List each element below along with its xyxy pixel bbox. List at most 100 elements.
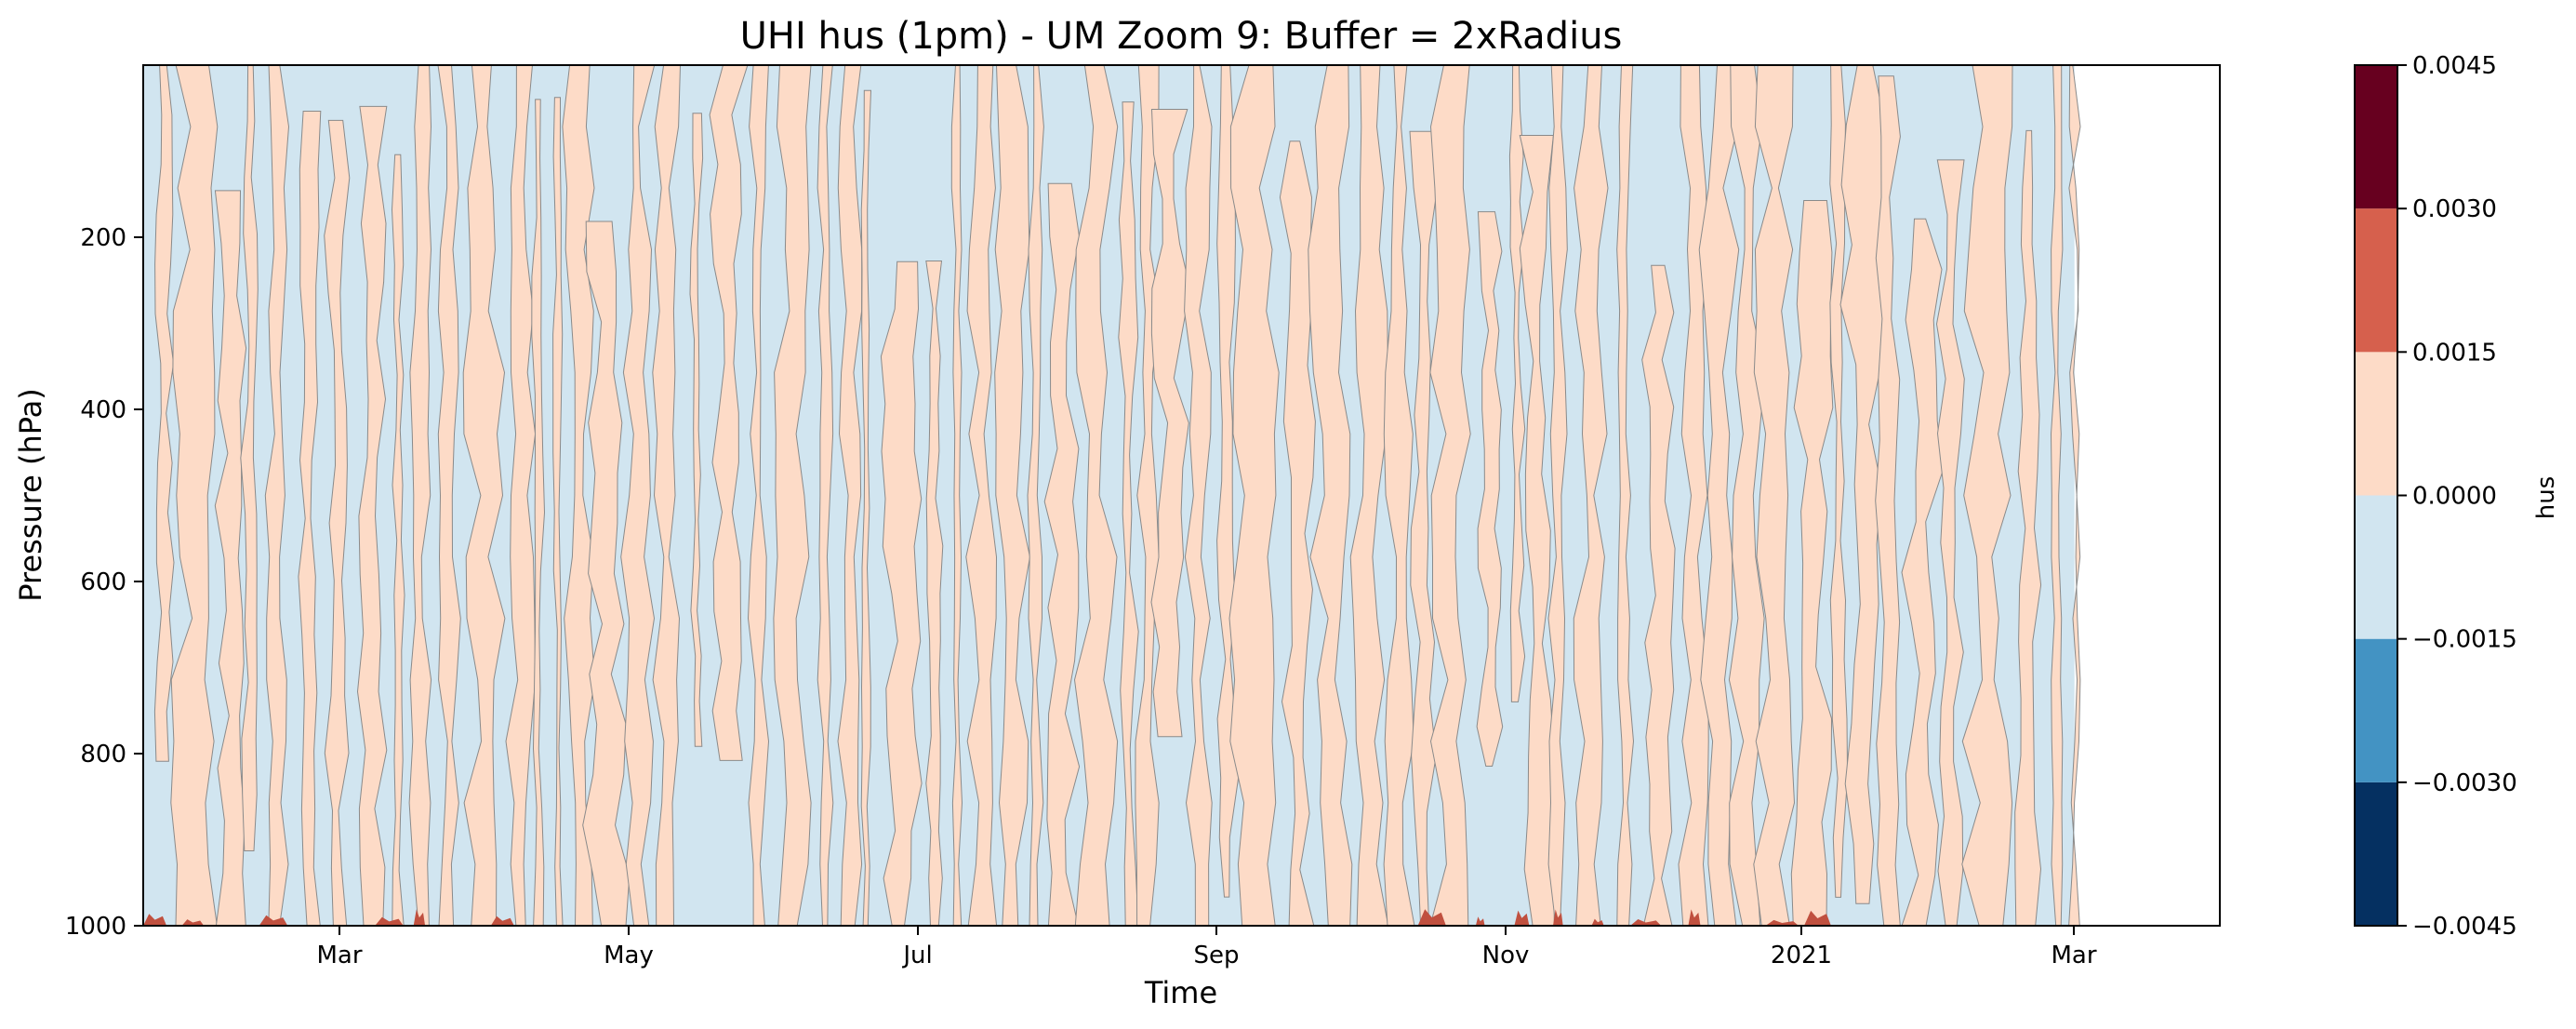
- y-tick-label: 400: [80, 396, 126, 424]
- contour-band-positive: [1118, 101, 1139, 926]
- contour-patch-high: [1688, 909, 1701, 926]
- contour-band-positive: [950, 65, 963, 926]
- contour-band-positive: [437, 65, 461, 926]
- contour-band-positive: [860, 89, 872, 926]
- contour-band-positive: [994, 65, 1031, 926]
- colorbar-segment: [2355, 495, 2397, 639]
- contour-band-positive: [1616, 65, 1635, 926]
- contour-patch-high: [490, 915, 514, 926]
- colorbar: −0.0045 −0.0030 −0.0015 0.0000 0.0015 0.0030 0…: [2354, 52, 2517, 941]
- colorbar-tick-label: 0.0015: [2412, 339, 2497, 367]
- colorbar-tick-label: 0.0000: [2412, 483, 2497, 511]
- contour-band-positive: [240, 65, 259, 851]
- contour-band-positive: [965, 65, 998, 926]
- contour-band-positive: [1349, 65, 1389, 926]
- x-axis: Mar May Jul Sep Nov 2021 Mar: [316, 926, 2097, 969]
- contour-band-positive: [1216, 65, 1240, 898]
- x-tick-label: Nov: [1482, 942, 1530, 969]
- contour-band-positive: [298, 111, 322, 926]
- y-tick-label: 800: [80, 741, 126, 768]
- contour-band-positive: [1383, 65, 1415, 926]
- contour-band-positive: [552, 97, 564, 926]
- contour-band-positive: [1678, 65, 1709, 926]
- contour-band-positive: [1429, 65, 1471, 926]
- y-axis-label: Pressure (hPa): [13, 388, 48, 602]
- contour-patch-high: [1514, 910, 1530, 926]
- colorbar-tick-label: 0.0030: [2412, 195, 2497, 223]
- contour-band-positive: [1279, 140, 1316, 926]
- x-tick-label: 2021: [1771, 942, 1832, 969]
- x-tick-label: Mar: [2051, 942, 2096, 969]
- contour-band-positive: [1073, 65, 1119, 926]
- colorbar-tick-label: −0.0045: [2412, 913, 2517, 941]
- y-axis: 200 400 600 800 1000: [65, 224, 143, 941]
- contour-band-positive: [925, 261, 944, 926]
- contour-patch-high: [1765, 919, 1799, 926]
- plot-frame: [142, 64, 2221, 927]
- colorbar-tick-label: −0.0030: [2412, 769, 2517, 797]
- colorbar-segment: [2355, 352, 2397, 496]
- contour-band-positive: [408, 65, 432, 926]
- contour-band-positive: [562, 65, 596, 926]
- x-tick-label: Mar: [316, 942, 362, 969]
- contour-band-positive: [817, 65, 834, 926]
- contour-band-positive: [170, 65, 219, 926]
- contour-fill-layer: [143, 65, 2081, 926]
- contour-band-positive: [153, 65, 175, 762]
- contour-band-positive: [1875, 75, 1901, 926]
- contour-band-positive: [1698, 65, 1740, 926]
- colorbar-tick-label: −0.0015: [2412, 626, 2517, 654]
- contour-band-positive: [709, 65, 749, 761]
- contour-band-positive: [1753, 65, 1796, 926]
- contour-band-positive: [773, 65, 812, 926]
- y-tick-label: 600: [80, 568, 126, 596]
- contour-band-positive: [1901, 218, 1944, 926]
- contour-band-positive: [1409, 130, 1439, 926]
- contour-band-positive: [1547, 65, 1568, 926]
- contour-band-positive: [582, 220, 631, 926]
- y-tick-label: 200: [80, 224, 126, 252]
- colorbar-segment: [2355, 782, 2397, 926]
- colorbar-label: hus: [2532, 476, 2560, 520]
- contour-band-positive: [1027, 65, 1044, 926]
- x-tick-label: Jul: [901, 942, 932, 969]
- contour-band-positive: [747, 65, 770, 926]
- contour-band-positive: [2014, 129, 2042, 926]
- y-tick-label: 1000: [65, 913, 126, 941]
- contour-patch-high: [143, 914, 167, 926]
- contour-band-positive: [1935, 159, 1965, 926]
- contour-patch-high: [1417, 909, 1446, 926]
- x-axis-label: Time: [1144, 975, 1217, 1010]
- contour-band-positive: [2050, 65, 2064, 926]
- contour-band-positive: [652, 65, 682, 926]
- contour-band-positive: [1476, 211, 1504, 767]
- contour-band-positive: [620, 65, 656, 926]
- contour-patch-high: [181, 919, 205, 926]
- contour-band-positive: [462, 65, 506, 926]
- contour-band-positive: [880, 261, 923, 926]
- contour-band-positive: [1228, 65, 1280, 926]
- contour-band-positive: [1728, 65, 1766, 926]
- contour-patch-high: [1553, 909, 1563, 926]
- contour-patch-high: [1475, 916, 1485, 926]
- contour-band-positive: [356, 105, 388, 926]
- contour-band-positive: [1519, 135, 1555, 926]
- colorbar-segment: [2355, 65, 2397, 209]
- contour-band-positive: [531, 99, 546, 926]
- contour-band-positive: [324, 119, 351, 926]
- chart-title: UHI hus (1pm) - UM Zoom 9: Buffer = 2xRa…: [740, 15, 1623, 58]
- contour-band-positive: [1184, 65, 1213, 926]
- contour-band-positive: [391, 154, 405, 926]
- contour-band-positive: [1043, 182, 1081, 926]
- contour-patch-high: [413, 909, 426, 926]
- contour-band-positive: [689, 113, 704, 747]
- colorbar-segment: [2355, 638, 2397, 782]
- contour-band-positive: [2068, 65, 2081, 926]
- colorbar-segment: [2355, 208, 2397, 353]
- contour-patch-high: [1591, 918, 1604, 926]
- contour-patch-high: [375, 916, 404, 926]
- contour-patch-high: [1630, 919, 1662, 926]
- contour-patch-high: [259, 915, 288, 926]
- contour-band-positive: [1573, 65, 1609, 926]
